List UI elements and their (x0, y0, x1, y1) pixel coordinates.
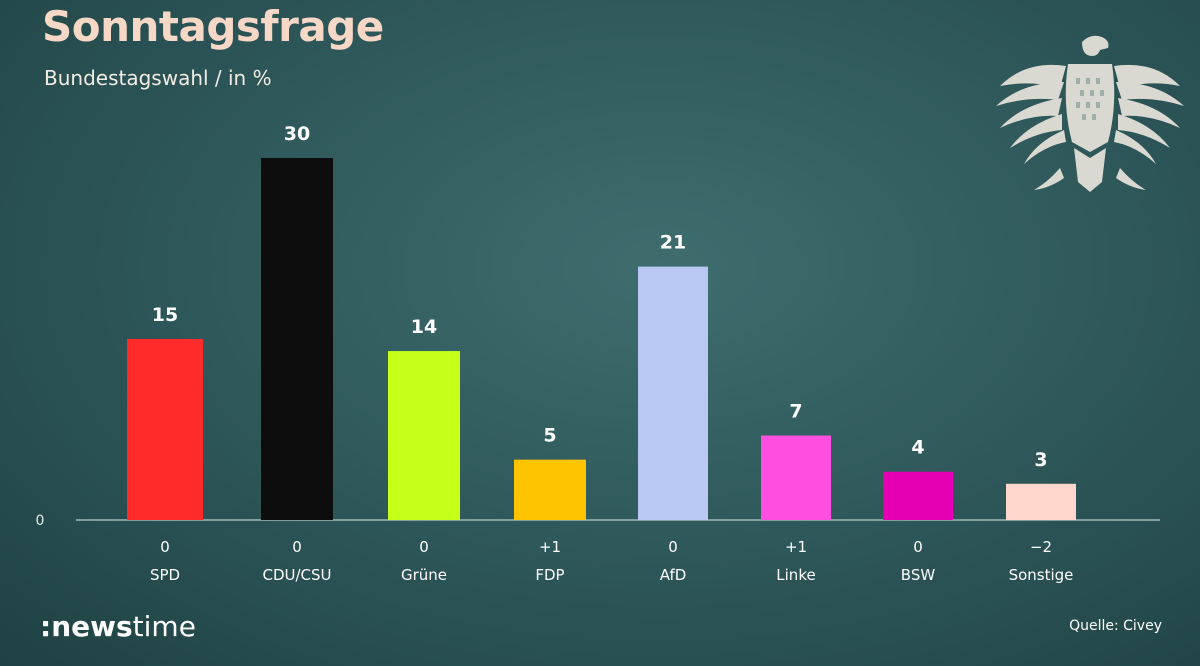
value-label: 4 (911, 437, 924, 459)
change-label: +1 (785, 538, 807, 556)
change-label: −2 (1030, 538, 1052, 556)
category-label: BSW (901, 566, 936, 584)
bar-linke (761, 435, 831, 520)
bar-bsw (883, 471, 953, 520)
change-label: 0 (160, 538, 170, 556)
category-label: SPD (150, 566, 180, 584)
category-label: Grüne (401, 566, 447, 584)
source-credit: Quelle: Civey (1069, 618, 1162, 634)
chart-subtitle: Bundestagswahl / in % (44, 66, 272, 90)
change-label: 0 (419, 538, 429, 556)
federal-eagle-icon (996, 35, 1184, 192)
value-label: 14 (411, 316, 437, 338)
value-label: 15 (152, 304, 178, 326)
bar-sonstige (1006, 483, 1076, 520)
brand-prefix: :news (40, 610, 133, 643)
chart-title: Sonntagsfrage (42, 2, 384, 51)
change-label: 0 (913, 538, 923, 556)
bar-cdu-csu (261, 158, 333, 520)
brand-logo: :newstime (40, 610, 196, 643)
value-label: 5 (543, 425, 556, 447)
bar-spd (127, 339, 203, 520)
bar-fdp (514, 459, 586, 520)
category-label: FDP (535, 566, 564, 584)
bar-gr-ne (388, 351, 460, 520)
value-label: 3 (1034, 449, 1047, 471)
value-label: 30 (284, 123, 310, 145)
change-label: +1 (539, 538, 561, 556)
category-label: AfD (660, 566, 687, 584)
change-label: 0 (292, 538, 302, 556)
value-label: 7 (789, 401, 802, 423)
category-label: CDU/CSU (262, 566, 331, 584)
brand-suffix: time (132, 610, 196, 643)
y-baseline-label: 0 (36, 513, 45, 529)
category-label: Sonstige (1009, 566, 1074, 584)
category-label: Linke (776, 566, 815, 584)
bar-afd (638, 266, 708, 520)
value-label: 21 (660, 232, 686, 254)
change-label: 0 (668, 538, 678, 556)
